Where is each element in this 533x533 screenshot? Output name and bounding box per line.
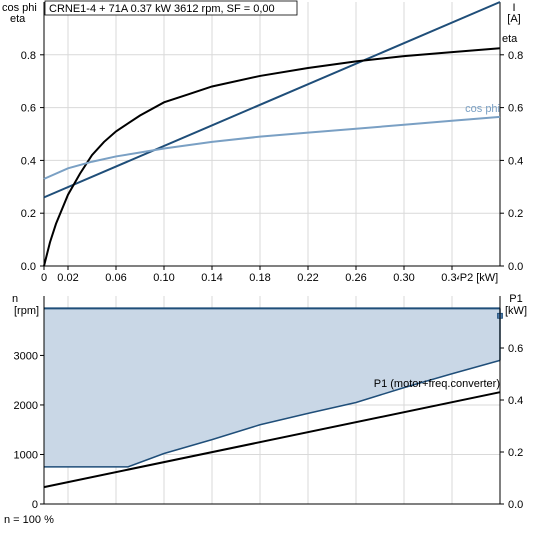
top-y-left-tick-label: 0.8 [21,50,36,62]
bottom-y-left-tick-label: 2000 [14,400,38,412]
bottom-y-right-label-2: [kW] [505,305,527,317]
top-x-label: P2 [kW] [460,272,499,284]
footer-note: n = 100 % [4,514,54,526]
series-line-cos-phi [43,115,501,180]
top-y-left-label-2: eta [10,13,26,25]
header-text: CRNE1-4 + 71A 0.37 kW 3612 rpm, SF = 0,0… [49,3,275,15]
top-y-left-tick-label: 0.4 [21,155,36,167]
series-label-i: I [504,0,507,1]
bottom-y-right-tick-label: 0.4 [508,395,523,407]
top-y-left-tick-label: 0.2 [21,208,36,220]
top-x-tick-label: 0.02 [57,272,78,284]
series-label-eta: eta [502,33,518,45]
top-y-right-tick-label: 0.6 [508,103,523,115]
top-x-tick-label: 0.10 [153,272,174,284]
series-line-i [43,1,501,199]
series-line-eta [43,47,501,267]
top-y-right-label: I [512,2,515,14]
bottom-y-left-label: n [12,293,18,305]
top-y-right-tick-label: 0.0 [508,261,523,273]
operating-area-fill [44,308,500,467]
top-x-tick-label: 0.30 [393,272,414,284]
top-x-tick-label: 0 [41,272,47,284]
header-box [44,0,298,16]
top-y-right-tick-label: 0.8 [508,50,523,62]
top-x-tick-label: 0.06 [105,272,126,284]
series-label-cos-phi: cos phi [465,103,500,115]
top-y-right-label-2: [A] [507,13,520,25]
bottom-y-right-tick-label: 0.0 [508,499,523,511]
top-y-right-tick-label: 0.4 [508,155,523,167]
bottom-y-left-tick-label: 3000 [14,350,38,362]
top-y-right-tick-label: 0.2 [508,208,523,220]
bottom-y-left-tick-label: 0 [32,499,38,511]
top-x-tick-label: 0.34 [441,272,462,284]
top-x-tick-label: 0.14 [201,272,222,284]
top-x-tick-label: 0.18 [249,272,270,284]
series-line-p1 [43,391,501,489]
bottom-y-right-label: P1 [509,293,522,305]
bottom-y-left-tick-label: 1000 [14,449,38,461]
top-x-tick-label: 0.26 [345,272,366,284]
bottom-y-right-tick-label: 0.2 [508,447,523,459]
bottom-y-right-tick-label: 0.6 [508,343,523,355]
bottom-y-left-label-2: [rpm] [14,305,39,317]
series-label-p1: P1 (motor+freq.converter) [374,378,500,390]
top-x-tick-label: 0.22 [297,272,318,284]
top-y-left-tick-label: 0.6 [21,103,36,115]
top-y-left-label: cos phi [2,2,37,14]
top-y-left-tick-label: 0.0 [21,261,36,273]
operating-area-lower-bound [44,359,501,468]
